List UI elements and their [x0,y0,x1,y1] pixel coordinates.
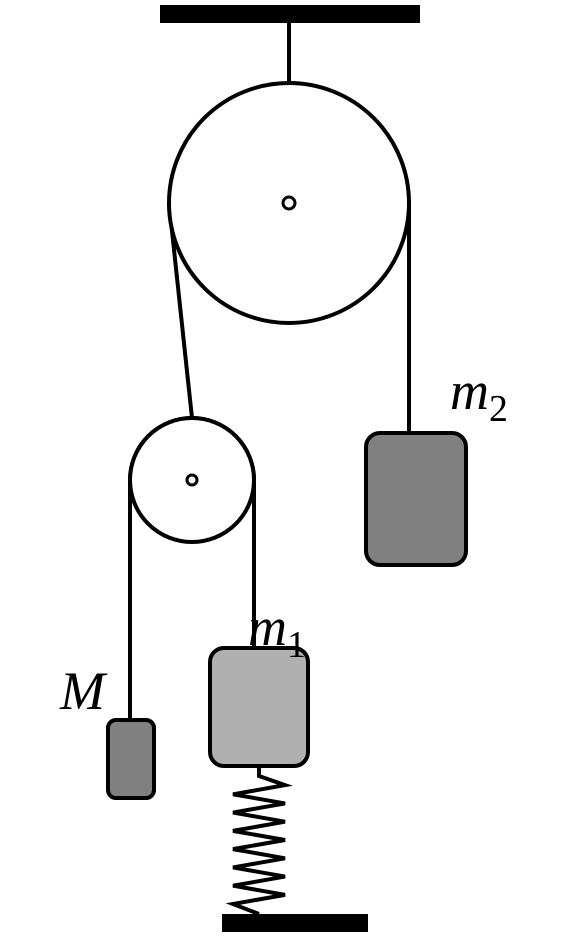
ceiling-bar [160,5,420,23]
mass-M [108,720,154,798]
floor-bar [222,914,368,932]
pulley-2-hub [187,475,197,485]
label-m2: m2 [450,360,508,431]
spring [233,766,285,914]
label-m1-var: m [248,597,287,657]
label-M-var: M [60,661,105,721]
label-m1-sub: 1 [287,624,306,666]
label-M: M [60,660,105,722]
mass-m2 [366,433,466,565]
label-m2-sub: 2 [489,388,508,430]
label-m1: m1 [248,596,306,667]
label-m2-var: m [450,361,489,421]
pulley-1-hub [283,197,295,209]
